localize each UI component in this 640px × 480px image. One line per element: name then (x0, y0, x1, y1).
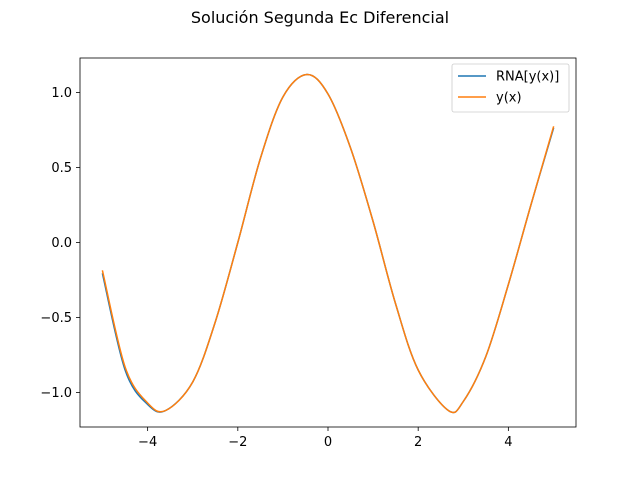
chart-title: Solución Segunda Ec Diferencial (191, 8, 449, 27)
y-tick-label: 0.0 (51, 236, 72, 251)
plot-area: −4 −2 0 2 4 −1.0 −0.5 0.0 0.5 1.0 RNA[y(x)] y(x) (40, 57, 577, 450)
y-tick-label: 0.5 (51, 161, 72, 176)
legend-label-0: RNA[y(x)] (496, 70, 559, 85)
y-tick-label: −1.0 (40, 386, 72, 401)
y-tick-label: 1.0 (51, 86, 72, 101)
series-line-1 (101, 73, 555, 414)
y-tick-label: −0.5 (40, 311, 72, 326)
x-tick-label: 4 (504, 435, 512, 450)
legend: RNA[y(x)] y(x) (451, 63, 570, 113)
x-tick-label: −4 (138, 435, 157, 450)
x-tick-label: 2 (414, 435, 422, 450)
legend-label-1: y(x) (496, 91, 522, 106)
x-tick-label: −2 (228, 435, 247, 450)
x-tick-label: 0 (324, 435, 332, 450)
